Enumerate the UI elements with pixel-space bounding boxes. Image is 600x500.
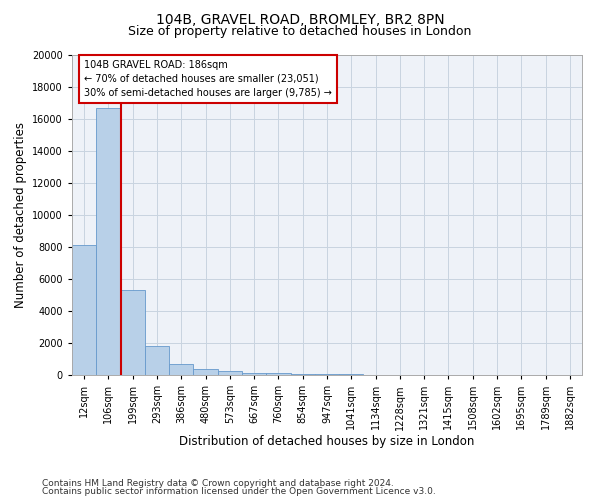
Bar: [72, 246, 96, 375]
Y-axis label: Number of detached properties: Number of detached properties: [14, 122, 26, 308]
Text: Contains HM Land Registry data © Crown copyright and database right 2024.: Contains HM Land Registry data © Crown c…: [42, 478, 394, 488]
Bar: [339, 374, 364, 375]
Bar: [145, 346, 169, 375]
Bar: [218, 371, 242, 375]
Bar: [169, 364, 193, 375]
Bar: [242, 372, 266, 375]
Bar: [290, 374, 315, 375]
Bar: [121, 290, 145, 375]
Text: Size of property relative to detached houses in London: Size of property relative to detached ho…: [128, 25, 472, 38]
Text: 104B, GRAVEL ROAD, BROMLEY, BR2 8PN: 104B, GRAVEL ROAD, BROMLEY, BR2 8PN: [155, 12, 445, 26]
Bar: [315, 374, 339, 375]
Bar: [193, 370, 218, 375]
Bar: [96, 108, 121, 375]
Bar: [266, 374, 290, 375]
X-axis label: Distribution of detached houses by size in London: Distribution of detached houses by size …: [179, 435, 475, 448]
Text: Contains public sector information licensed under the Open Government Licence v3: Contains public sector information licen…: [42, 487, 436, 496]
Text: 104B GRAVEL ROAD: 186sqm
← 70% of detached houses are smaller (23,051)
30% of se: 104B GRAVEL ROAD: 186sqm ← 70% of detach…: [84, 60, 332, 98]
